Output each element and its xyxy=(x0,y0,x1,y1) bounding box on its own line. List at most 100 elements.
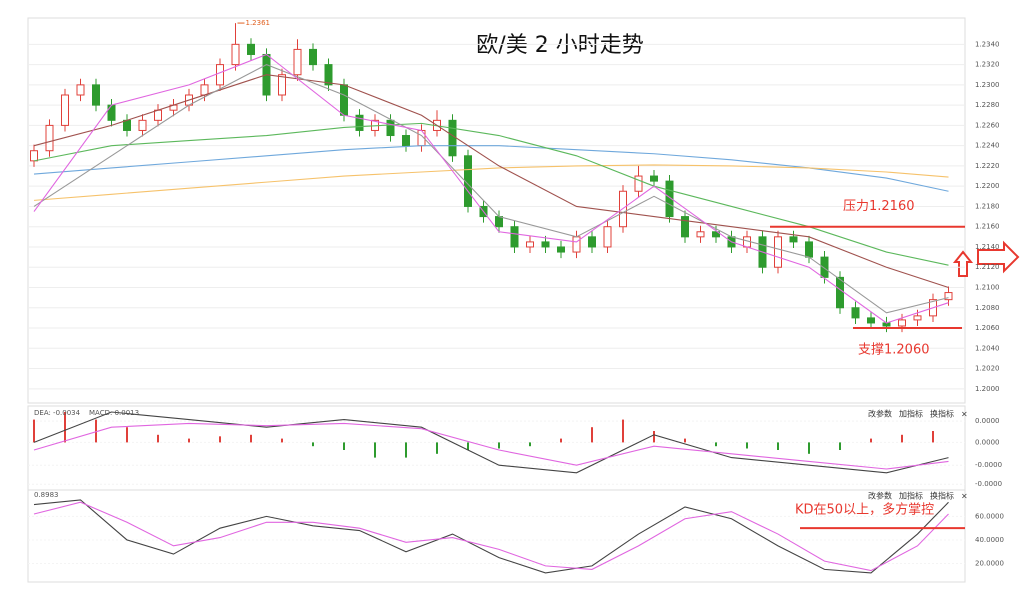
candle-body xyxy=(588,236,596,248)
candle-body xyxy=(216,64,224,86)
macd-bar xyxy=(901,434,903,443)
candle-body xyxy=(805,241,813,258)
up-arrow-icon xyxy=(952,250,974,277)
macd-bar xyxy=(653,431,655,443)
candle-body xyxy=(603,226,612,248)
macd-bar xyxy=(684,438,686,443)
y-tick-label: 1.2320 xyxy=(975,61,1000,69)
plot-layer: 1.2000 1.2020 1.2040 1.2060 1.2080 1.2100 1.21… xyxy=(28,19,1004,574)
macd-bar xyxy=(157,434,159,443)
macd-bar xyxy=(95,419,97,443)
toolbar-button: 换指标 xyxy=(930,491,954,501)
y-tick-label: 1.2160 xyxy=(975,223,1000,231)
chart-title: 欧/美 2 小时走势 xyxy=(476,33,643,58)
y-tick-label: 1.2080 xyxy=(975,304,1000,312)
price-panel xyxy=(27,17,966,404)
candle-body xyxy=(867,317,875,324)
y-tick-label: 1.2260 xyxy=(975,121,1000,129)
candle-body xyxy=(712,231,720,238)
y-tick-label: 1.2280 xyxy=(975,101,1000,109)
candle-body xyxy=(820,256,829,278)
y-tick-label: 1.2220 xyxy=(975,162,1000,170)
peak-label: 1.2361 xyxy=(246,19,271,27)
candle-body xyxy=(495,216,503,228)
toolbar-button: × xyxy=(961,492,968,501)
macd-bar xyxy=(64,412,66,443)
macd-panel xyxy=(27,405,966,491)
candle-body xyxy=(200,84,209,96)
level-label: KD在50以上，多方掌控 xyxy=(795,502,934,518)
indicator-header: MACD: 0.0013 xyxy=(89,409,139,417)
macd-bar xyxy=(591,427,593,443)
candle-body xyxy=(278,74,286,96)
y-tick-label: 20.0000 xyxy=(975,560,1004,568)
candle-body xyxy=(572,236,581,253)
indicator-header: 0.8983 xyxy=(34,491,59,499)
macd-bar xyxy=(932,431,934,443)
candle-body xyxy=(154,109,162,121)
macd-bar xyxy=(436,442,438,454)
candle-body xyxy=(76,84,85,96)
candle-body xyxy=(774,236,782,268)
y-tick-label: 0.0000 xyxy=(975,417,1000,425)
macd-bar xyxy=(219,436,221,443)
y-tick-label: 1.2300 xyxy=(975,81,1000,89)
candle-body xyxy=(386,119,395,137)
macd-bar xyxy=(777,442,779,450)
macd-bar xyxy=(405,442,407,458)
y-tick-label: 1.2140 xyxy=(975,243,1000,251)
right-arrow-icon xyxy=(977,240,1020,274)
y-tick-label: 1.2100 xyxy=(975,284,1000,292)
candle-body xyxy=(355,114,364,131)
macd-bar xyxy=(33,419,35,443)
toolbar-button: 加指标 xyxy=(899,491,923,501)
macd-bar xyxy=(343,442,345,450)
macd-bar xyxy=(467,442,469,450)
macd-bar xyxy=(498,442,500,449)
indicator-line xyxy=(33,411,949,474)
candle-body xyxy=(107,104,116,121)
macd-bar xyxy=(746,442,748,449)
toolbar-button: 改参数 xyxy=(868,409,892,419)
macd-bar xyxy=(870,438,872,443)
candle-body xyxy=(92,84,100,106)
candle-body xyxy=(681,216,689,238)
indicator-line xyxy=(33,64,949,314)
y-tick-label: 0.0000 xyxy=(975,438,1000,446)
candle-body xyxy=(402,135,410,147)
macd-bar xyxy=(188,438,190,443)
indicator-header: DEA: -0.0034 xyxy=(34,409,81,417)
candle-body xyxy=(448,119,457,157)
macd-bar xyxy=(560,438,562,443)
y-tick-label: 40.0000 xyxy=(975,536,1004,544)
toolbar-button: 加指标 xyxy=(899,409,923,419)
y-tick-label: 1.2340 xyxy=(975,40,1000,48)
level-label: 压力1.2160 xyxy=(843,199,915,214)
candle-body xyxy=(324,64,333,86)
candle-body xyxy=(913,315,922,321)
y-tick-label: 1.2000 xyxy=(975,385,1000,393)
y-tick-label: 1.2120 xyxy=(975,263,1000,271)
indicator-line xyxy=(33,164,949,201)
macd-bar xyxy=(281,438,283,443)
indicator-line xyxy=(33,422,949,470)
candle-body xyxy=(61,94,69,126)
macd-bar xyxy=(839,442,841,450)
candle-body xyxy=(898,319,906,327)
macd-bar xyxy=(529,442,531,447)
candle-body xyxy=(45,124,54,152)
macd-bar xyxy=(312,442,314,447)
indicator-line xyxy=(33,499,949,574)
macd-bar xyxy=(374,442,376,458)
candle-body xyxy=(526,241,534,248)
y-tick-label: 1.2240 xyxy=(975,142,1000,150)
candle-body xyxy=(541,241,550,248)
candle-body xyxy=(30,150,38,162)
y-tick-label: -0.0000 xyxy=(975,480,1002,488)
indicator-line xyxy=(33,501,949,572)
toolbar-button: 改参数 xyxy=(868,491,892,501)
y-tick-label: 1.2040 xyxy=(975,344,1000,352)
indicator-line xyxy=(33,53,949,324)
y-tick-label: 1.2060 xyxy=(975,324,1000,332)
